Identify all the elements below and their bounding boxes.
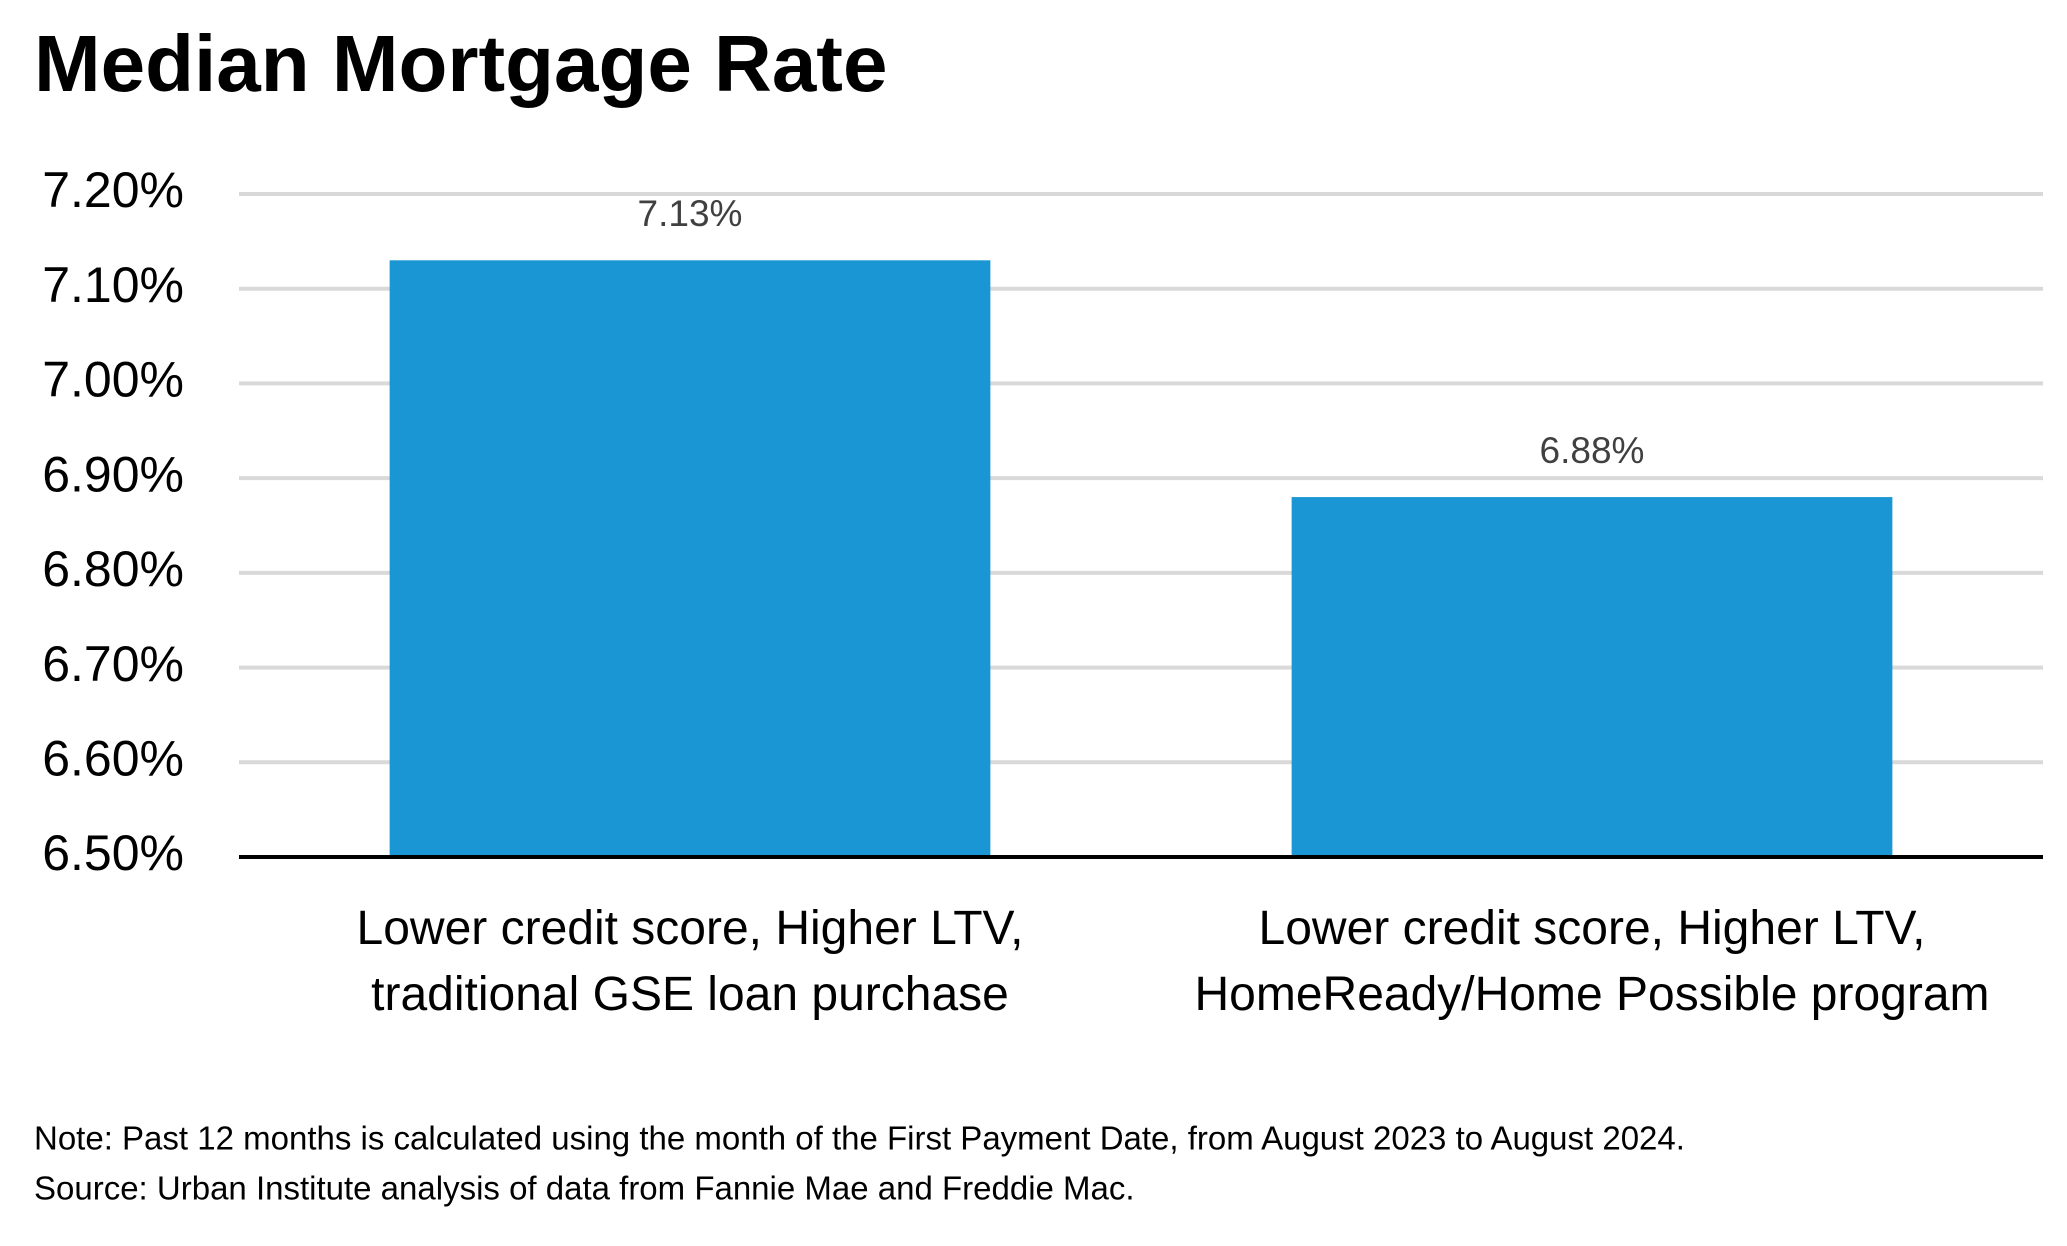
y-tick-label: 7.00% bbox=[42, 352, 184, 408]
chart-title: Median Mortgage Rate bbox=[34, 19, 887, 108]
footnote: Note: Past 12 months is calculated using… bbox=[34, 1120, 1685, 1157]
x-tick-label: Lower credit score, Higher LTV, HomeRead… bbox=[1194, 902, 1990, 1021]
y-tick-label: 6.90% bbox=[42, 446, 184, 502]
bar bbox=[389, 260, 991, 857]
footnote: Source: Urban Institute analysis of data… bbox=[34, 1170, 1135, 1207]
y-tick-label: 6.50% bbox=[42, 825, 184, 881]
x-tick-label: Lower credit score, Higher LTV, traditio… bbox=[356, 902, 1024, 1021]
y-tick-label: 6.80% bbox=[42, 541, 184, 597]
y-tick-label: 7.20% bbox=[42, 162, 184, 218]
bar bbox=[1291, 497, 1893, 857]
y-tick-label: 6.60% bbox=[42, 730, 184, 786]
y-tick-label: 7.10% bbox=[42, 257, 184, 313]
value-label: 6.88% bbox=[1540, 430, 1645, 471]
value-label: 7.13% bbox=[638, 193, 743, 234]
y-tick-label: 6.70% bbox=[42, 636, 184, 692]
